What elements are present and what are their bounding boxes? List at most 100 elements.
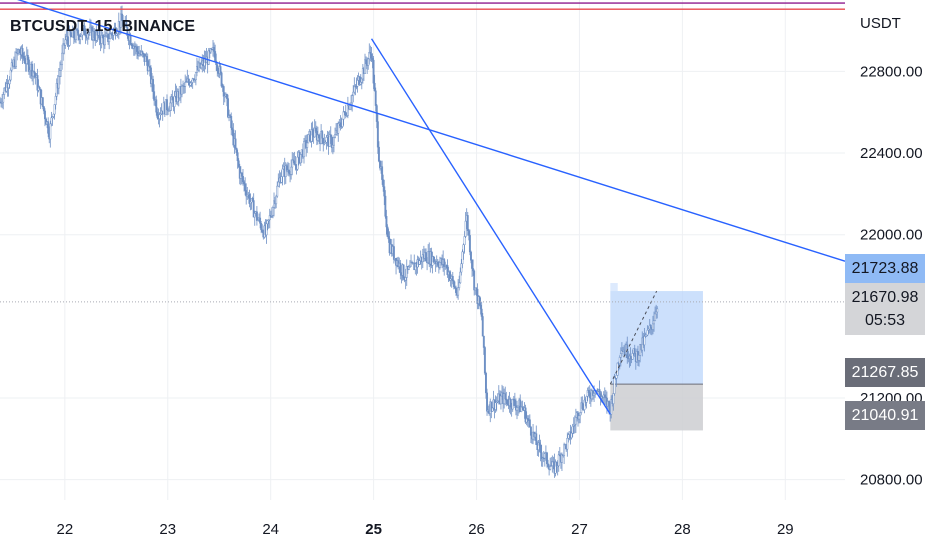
candle-body-144 xyxy=(153,91,156,101)
candle-body-440 xyxy=(470,251,472,261)
candle-body-439 xyxy=(468,235,471,253)
candle-body-298 xyxy=(318,134,320,139)
candle-body-509 xyxy=(543,453,546,459)
candle-body-156 xyxy=(166,99,168,111)
candle-body-237 xyxy=(252,200,255,218)
candle-body-313 xyxy=(334,134,336,138)
candle-body-460 xyxy=(491,407,494,412)
candle-body-32 xyxy=(33,70,36,74)
candle-body-429 xyxy=(458,282,461,288)
candle-body-220 xyxy=(234,138,237,149)
time-tick-label: 28 xyxy=(674,521,691,538)
candle-body-351 xyxy=(374,90,377,106)
candle-body-3 xyxy=(2,94,5,103)
candle-body-330 xyxy=(352,91,355,96)
candle-body-593 xyxy=(633,348,636,354)
candle-body-268 xyxy=(285,165,288,171)
candle-body-50 xyxy=(52,113,55,117)
candle-body-238 xyxy=(253,213,256,218)
candle-body-146 xyxy=(155,99,158,113)
candle-body-209 xyxy=(222,86,225,97)
candle-body-612 xyxy=(654,313,657,321)
candle-body-442 xyxy=(472,268,475,272)
candle-body-346 xyxy=(369,52,372,55)
time-tick-label: 29 xyxy=(777,521,794,538)
candle-body-610 xyxy=(651,323,654,330)
candle-body-147 xyxy=(156,111,159,118)
candle-body-505 xyxy=(539,445,542,453)
candle-body-550 xyxy=(587,390,590,394)
candle-body-538 xyxy=(574,417,577,425)
candle-body-287 xyxy=(306,142,309,148)
candle-body-281 xyxy=(299,154,302,164)
candle-body-338 xyxy=(360,78,363,83)
candle-body-581 xyxy=(620,350,623,354)
candle-body-477 xyxy=(509,398,512,408)
candle-body-542 xyxy=(579,412,582,417)
candle-body-118 xyxy=(125,21,128,28)
time-tick-label: 22 xyxy=(56,521,73,538)
candle-body-358 xyxy=(382,179,385,187)
price-tick-label: 20800.00 xyxy=(860,472,923,489)
time-tick-label: 24 xyxy=(262,521,279,538)
price-tick-label: 22400.00 xyxy=(860,145,923,162)
candle-body-327 xyxy=(349,105,351,110)
candle-body-535 xyxy=(571,425,574,434)
candle-body-438 xyxy=(467,230,470,236)
candle-body-10 xyxy=(9,69,12,81)
candle-body-368 xyxy=(392,246,395,260)
candle-body-161 xyxy=(171,96,174,101)
candle-body-449 xyxy=(479,304,482,310)
candle-body-530 xyxy=(566,438,569,450)
candle-body-571 xyxy=(610,399,613,415)
candle-body-305 xyxy=(325,137,328,143)
candle-body-206 xyxy=(219,66,222,73)
candle-body-573 xyxy=(612,393,615,404)
candle-body-188 xyxy=(200,64,203,69)
candle-body-433 xyxy=(462,244,465,253)
candle-body-453 xyxy=(483,347,486,374)
candle-body-511 xyxy=(546,452,548,465)
candle-body-409 xyxy=(436,261,439,266)
candle-body-463 xyxy=(494,402,497,410)
candle-body-45 xyxy=(47,121,50,134)
candle-body-580 xyxy=(619,353,622,358)
position-tool[interactable] xyxy=(610,283,703,431)
candle-body-531 xyxy=(567,434,570,439)
candle-body-216 xyxy=(230,116,233,129)
candle-body-244 xyxy=(260,223,263,231)
drawing-lines[interactable] xyxy=(0,0,846,415)
candle-body-591 xyxy=(631,353,634,360)
candle-body-42 xyxy=(44,110,46,120)
candle-body-195 xyxy=(207,50,210,65)
candle-body-428 xyxy=(457,287,460,296)
candle-body-459 xyxy=(490,401,493,412)
time-axis[interactable]: 22 23 24 25 26 27 28 29 xyxy=(56,521,793,538)
candle-body-383 xyxy=(409,265,411,268)
candle-body-56 xyxy=(58,70,61,77)
candle-body-316 xyxy=(337,122,340,134)
profit-zone xyxy=(610,291,703,385)
candle-body-288 xyxy=(307,134,310,144)
candle-body-258 xyxy=(275,195,278,205)
candle-body-163 xyxy=(173,96,176,107)
candle-body-534 xyxy=(570,432,573,439)
candle-body-350 xyxy=(373,82,376,92)
candle-body-133 xyxy=(141,51,144,54)
close-price-value: 21670.98 xyxy=(851,289,919,306)
candle-body-95 xyxy=(100,34,103,44)
candle-body-259 xyxy=(276,185,279,197)
candle-body-320 xyxy=(341,118,344,127)
candle-body-437 xyxy=(466,215,469,231)
candle-body-40 xyxy=(41,97,44,107)
candle-body-98 xyxy=(103,36,106,46)
candle-body-424 xyxy=(452,280,455,288)
trendline-0 xyxy=(17,0,846,262)
candle-body-21 xyxy=(21,48,24,57)
candle-body-37 xyxy=(38,87,41,90)
candle-body-245 xyxy=(261,229,264,232)
candle-body-430 xyxy=(459,271,462,284)
candle-body-362 xyxy=(386,226,389,237)
candle-body-57 xyxy=(60,64,62,71)
